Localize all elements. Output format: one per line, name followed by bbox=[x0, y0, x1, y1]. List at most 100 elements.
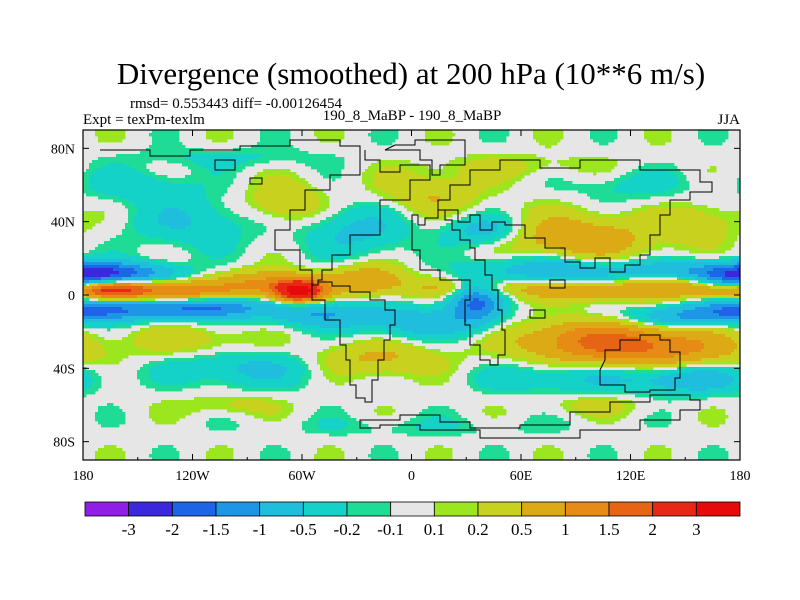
field-cell bbox=[413, 196, 417, 200]
field-cell bbox=[572, 232, 576, 236]
field-cell bbox=[329, 220, 333, 224]
field-cell bbox=[479, 178, 483, 182]
field-cell bbox=[329, 160, 333, 164]
field-cell bbox=[158, 235, 162, 239]
field-cell bbox=[650, 217, 654, 221]
field-cell bbox=[293, 181, 297, 185]
field-cell bbox=[638, 217, 642, 221]
field-cell bbox=[455, 175, 459, 179]
field-cell bbox=[539, 223, 543, 227]
field-cell bbox=[131, 190, 135, 194]
field-cell bbox=[425, 190, 429, 194]
field-cell bbox=[374, 226, 378, 230]
field-cell bbox=[476, 190, 480, 194]
field-cell bbox=[518, 235, 522, 239]
field-cell bbox=[278, 142, 282, 146]
field-cell bbox=[608, 196, 612, 200]
field-cell bbox=[386, 229, 390, 233]
field-cell bbox=[479, 160, 483, 164]
field-cell bbox=[296, 211, 300, 215]
field-cell bbox=[110, 181, 114, 185]
field-cell bbox=[545, 145, 549, 149]
field-cell bbox=[140, 205, 144, 209]
field-cell bbox=[704, 205, 708, 209]
field-cell bbox=[431, 181, 435, 185]
field-cell bbox=[482, 139, 486, 143]
field-cell bbox=[686, 202, 690, 206]
field-cell bbox=[89, 166, 93, 170]
field-cell bbox=[707, 223, 711, 227]
field-cell bbox=[401, 199, 405, 203]
field-cell bbox=[143, 154, 147, 158]
field-cell bbox=[614, 184, 618, 188]
field-cell bbox=[551, 214, 555, 218]
field-cell bbox=[422, 175, 426, 179]
field-cell bbox=[203, 154, 207, 158]
field-cell bbox=[332, 154, 336, 158]
field-cell bbox=[452, 178, 456, 182]
field-cell bbox=[686, 205, 690, 209]
field-cell bbox=[422, 172, 426, 176]
field-cell bbox=[176, 142, 180, 146]
field-cell bbox=[314, 166, 318, 170]
field-cell bbox=[443, 235, 447, 239]
field-cell bbox=[674, 169, 678, 173]
field-cell bbox=[449, 226, 453, 230]
field-cell bbox=[629, 232, 633, 236]
field-cell bbox=[173, 145, 177, 149]
field-cell bbox=[248, 235, 252, 239]
field-cell bbox=[188, 163, 192, 167]
field-cell bbox=[341, 130, 345, 134]
field-cell bbox=[257, 196, 261, 200]
field-cell bbox=[170, 157, 174, 161]
field-cell bbox=[383, 232, 387, 236]
field-cell bbox=[323, 160, 327, 164]
field-cell bbox=[449, 190, 453, 194]
field-cell bbox=[164, 187, 168, 191]
field-cell bbox=[563, 232, 567, 236]
field-cell bbox=[635, 175, 639, 179]
field-cell bbox=[434, 175, 438, 179]
field-cell bbox=[437, 238, 441, 242]
field-cell bbox=[554, 202, 558, 206]
field-cell bbox=[98, 172, 102, 176]
field-cell bbox=[650, 172, 654, 176]
field-cell bbox=[386, 178, 390, 182]
field-cell bbox=[647, 193, 651, 197]
field-cell bbox=[362, 232, 366, 236]
field-cell bbox=[185, 217, 189, 221]
field-cell bbox=[221, 232, 225, 236]
field-cell bbox=[146, 214, 150, 218]
field-cell bbox=[515, 235, 519, 239]
field-cell bbox=[554, 217, 558, 221]
field-cell bbox=[308, 202, 312, 206]
field-cell bbox=[128, 169, 132, 173]
field-cell bbox=[404, 178, 408, 182]
field-cell bbox=[257, 142, 261, 146]
field-cell bbox=[89, 184, 93, 188]
field-cell bbox=[206, 178, 210, 182]
field-cell bbox=[158, 178, 162, 182]
field-cell bbox=[440, 133, 444, 137]
field-cell bbox=[311, 202, 315, 206]
field-cell bbox=[590, 130, 594, 134]
field-cell bbox=[596, 163, 600, 167]
field-cell bbox=[557, 211, 561, 215]
field-cell bbox=[317, 205, 321, 209]
field-cell bbox=[206, 220, 210, 224]
field-cell bbox=[704, 223, 708, 227]
field-cell bbox=[260, 130, 264, 134]
field-cell bbox=[188, 235, 192, 239]
field-cell bbox=[386, 136, 390, 140]
field-cell bbox=[197, 199, 201, 203]
field-cell bbox=[392, 214, 396, 218]
field-cell bbox=[236, 169, 240, 173]
field-cell bbox=[689, 217, 693, 221]
field-cell bbox=[92, 178, 96, 182]
field-cell bbox=[617, 178, 621, 182]
field-cell bbox=[437, 136, 441, 140]
field-cell bbox=[101, 130, 105, 134]
field-cell bbox=[212, 229, 216, 233]
field-cell bbox=[563, 208, 567, 212]
